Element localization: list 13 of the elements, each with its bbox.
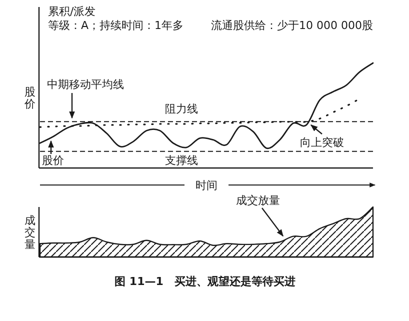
annotation: 中期移动平均线 bbox=[47, 78, 124, 91]
y-axis-title: 股价 bbox=[42, 154, 64, 167]
annotation: 向上突破 bbox=[300, 136, 344, 149]
ref-line-label: 阻力线 bbox=[165, 102, 198, 116]
ref-line-label: 支撑线 bbox=[165, 154, 198, 167]
chart-subtitle: 等级：A；持续时间：1年多 bbox=[48, 19, 184, 32]
x-axis-title: 时间 bbox=[196, 179, 218, 192]
caption: 图 11—1 买进、观望还是等待买进 bbox=[114, 275, 296, 288]
text: 股价 bbox=[24, 86, 36, 110]
y-axis-title: 成交量 bbox=[24, 214, 36, 251]
chart-title: 累积/派发 bbox=[48, 5, 96, 18]
text: 流通股供给：少于10 000 000股 bbox=[211, 19, 373, 32]
annotation: 成交放量 bbox=[236, 194, 280, 207]
